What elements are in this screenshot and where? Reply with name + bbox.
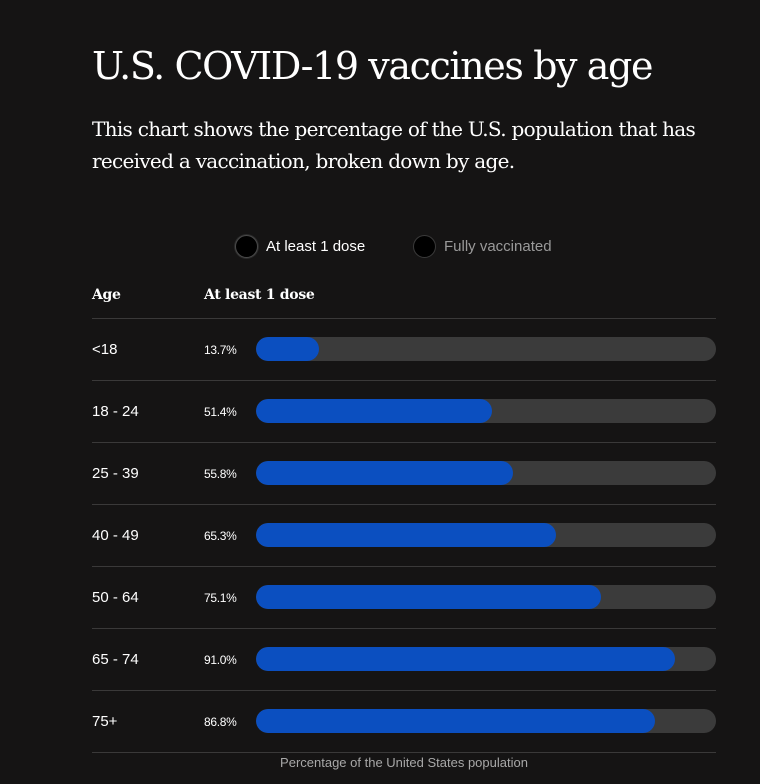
bar-row: 40 - 49 65.3%	[92, 504, 716, 566]
legend-toggle-at-least-1-dose[interactable]: At least 1 dose	[235, 232, 365, 260]
axis-footnote: Percentage of the United States populati…	[280, 755, 528, 770]
age-category-label: 50 - 64	[92, 589, 139, 606]
age-category-label: <18	[92, 341, 118, 358]
legend-label: Fully vaccinated	[444, 237, 552, 255]
bar	[256, 461, 513, 485]
series-toggle: At least 1 dose Fully vaccinated	[0, 232, 760, 260]
age-category-label: 25 - 39	[92, 465, 139, 482]
bar-value-label: 13.7%	[204, 343, 237, 357]
age-category-label: 18 - 24	[92, 403, 139, 420]
legend-label: At least 1 dose	[266, 237, 366, 255]
bar	[256, 399, 493, 423]
age-category-label: 40 - 49	[92, 527, 139, 544]
bar-value-label: 91.0%	[204, 653, 237, 667]
bar-track	[256, 337, 716, 361]
chart-title: U.S. COVID-19 vaccines by age	[92, 44, 653, 88]
bar-track	[256, 709, 716, 733]
age-category-label: 75+	[92, 713, 118, 730]
bar-row: 65 - 74 91.0%	[92, 628, 716, 690]
bar	[256, 647, 675, 671]
bar-track	[256, 585, 716, 609]
bar-row: 75+ 86.8%	[92, 690, 716, 753]
bar-rows: <18 13.7% 18 - 24 51.4% 25 - 39 55.8% 40 - 49 6…	[92, 318, 716, 753]
age-column-header: Age	[92, 287, 121, 303]
bar-track	[256, 523, 716, 547]
bar-row: 18 - 24 51.4%	[92, 380, 716, 442]
bar-track	[256, 461, 716, 485]
bar-value-label: 75.1%	[204, 591, 237, 605]
bar-value-label: 55.8%	[204, 467, 237, 481]
bar-value-label: 86.8%	[204, 715, 237, 729]
age-category-label: 65 - 74	[92, 651, 139, 668]
chart-subtitle: This chart shows the percentage of the U…	[92, 117, 696, 173]
bar	[256, 709, 656, 733]
bar	[256, 337, 320, 361]
bar-track	[256, 647, 716, 671]
bar-row: <18 13.7%	[92, 318, 716, 380]
radio-unselected-icon	[413, 234, 436, 258]
metric-column-header: At least 1 dose	[204, 287, 315, 303]
bar-row: 50 - 64 75.1%	[92, 566, 716, 628]
radio-selected-icon	[235, 234, 258, 258]
bar-row: 25 - 39 55.8%	[92, 442, 716, 504]
bar-track	[256, 399, 716, 423]
bar	[256, 523, 557, 547]
bar-value-label: 65.3%	[204, 529, 237, 543]
legend-toggle-fully-vaccinated[interactable]: Fully vaccinated	[413, 232, 552, 260]
bar-value-label: 51.4%	[204, 405, 237, 419]
bar	[256, 585, 602, 609]
